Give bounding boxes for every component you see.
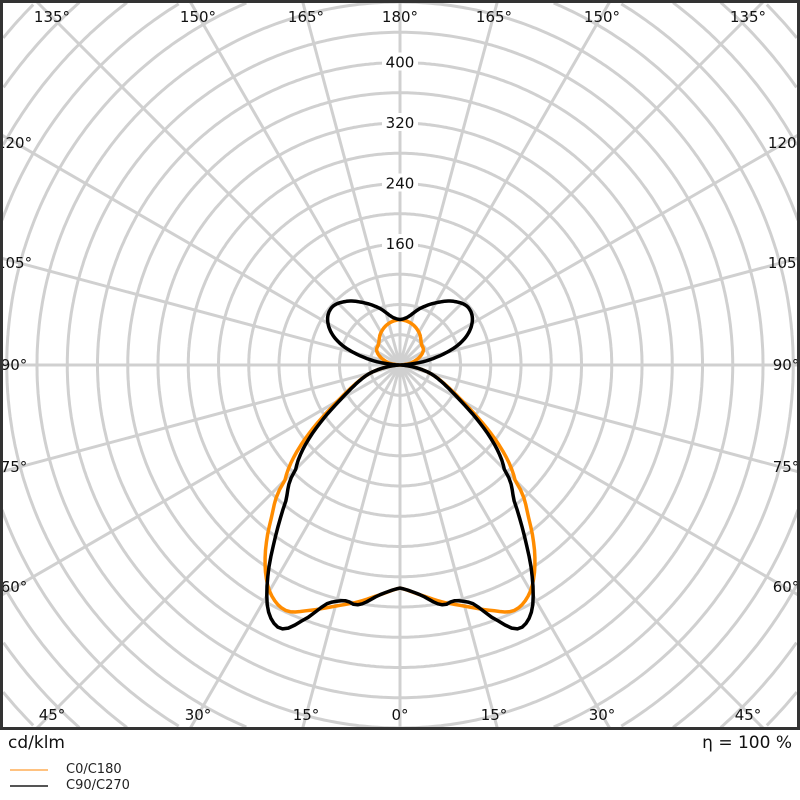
radial-tick-label: 400: [386, 54, 415, 72]
angle-label: 90°: [773, 356, 800, 374]
angle-label: 165°: [288, 8, 324, 26]
radial-tick-label: 160: [386, 235, 415, 253]
radial-tick-label: 320: [386, 114, 415, 132]
grid-circle: [0, 2, 800, 728]
tick-label-bg: [382, 113, 418, 131]
tick-label-bg: [382, 234, 418, 252]
legend-label: C0/C180: [66, 762, 122, 777]
angle-label: 45°: [735, 706, 762, 724]
grid-circle: [1, 1, 799, 729]
polar-plot: 160 240 320 400 135° 150° 165° 180° 165° 150° 135°…: [0, 0, 800, 730]
radial-tick-label: 240: [386, 175, 415, 193]
angle-label: 15°: [293, 706, 320, 724]
angle-label: 15°: [481, 706, 508, 724]
legend-item-c0: C0/C180: [10, 762, 122, 777]
angle-label: 45°: [39, 706, 66, 724]
angle-label: 105°: [0, 254, 32, 272]
angle-label: 180°: [382, 8, 418, 26]
angle-label: 150°: [584, 8, 620, 26]
angle-label: 150°: [180, 8, 216, 26]
angle-label: 120°: [0, 134, 32, 152]
legend-item-c90: C90/C270: [10, 778, 130, 793]
tick-label-bg: [382, 173, 418, 192]
tick-label-bg: [382, 52, 418, 71]
angle-label: 135°: [34, 8, 70, 26]
angle-label: 90°: [1, 356, 28, 374]
unit-label: cd/klm: [8, 733, 65, 753]
angle-label: 60°: [1, 578, 28, 596]
efficiency-label: η = 100 %: [702, 733, 792, 753]
series-curve-c90-c270: [265, 299, 535, 631]
plot-frame: [0, 0, 800, 730]
legend-swatch: [10, 784, 48, 787]
grid-circle: [2, 3, 798, 727]
angle-label: 75°: [773, 458, 800, 476]
legend-swatch: [10, 768, 48, 771]
angle-label: 60°: [773, 578, 800, 596]
grid-circle: [2, 1, 798, 729]
angle-label: 30°: [589, 706, 616, 724]
angle-label: 0°: [391, 706, 408, 724]
angle-label: 105°: [768, 254, 800, 272]
angle-label: 135°: [730, 8, 766, 26]
angle-label: 75°: [1, 458, 28, 476]
angle-label: 30°: [185, 706, 212, 724]
angle-label: 120°: [768, 134, 800, 152]
legend-label: C90/C270: [66, 778, 130, 793]
angle-label: 165°: [476, 8, 512, 26]
